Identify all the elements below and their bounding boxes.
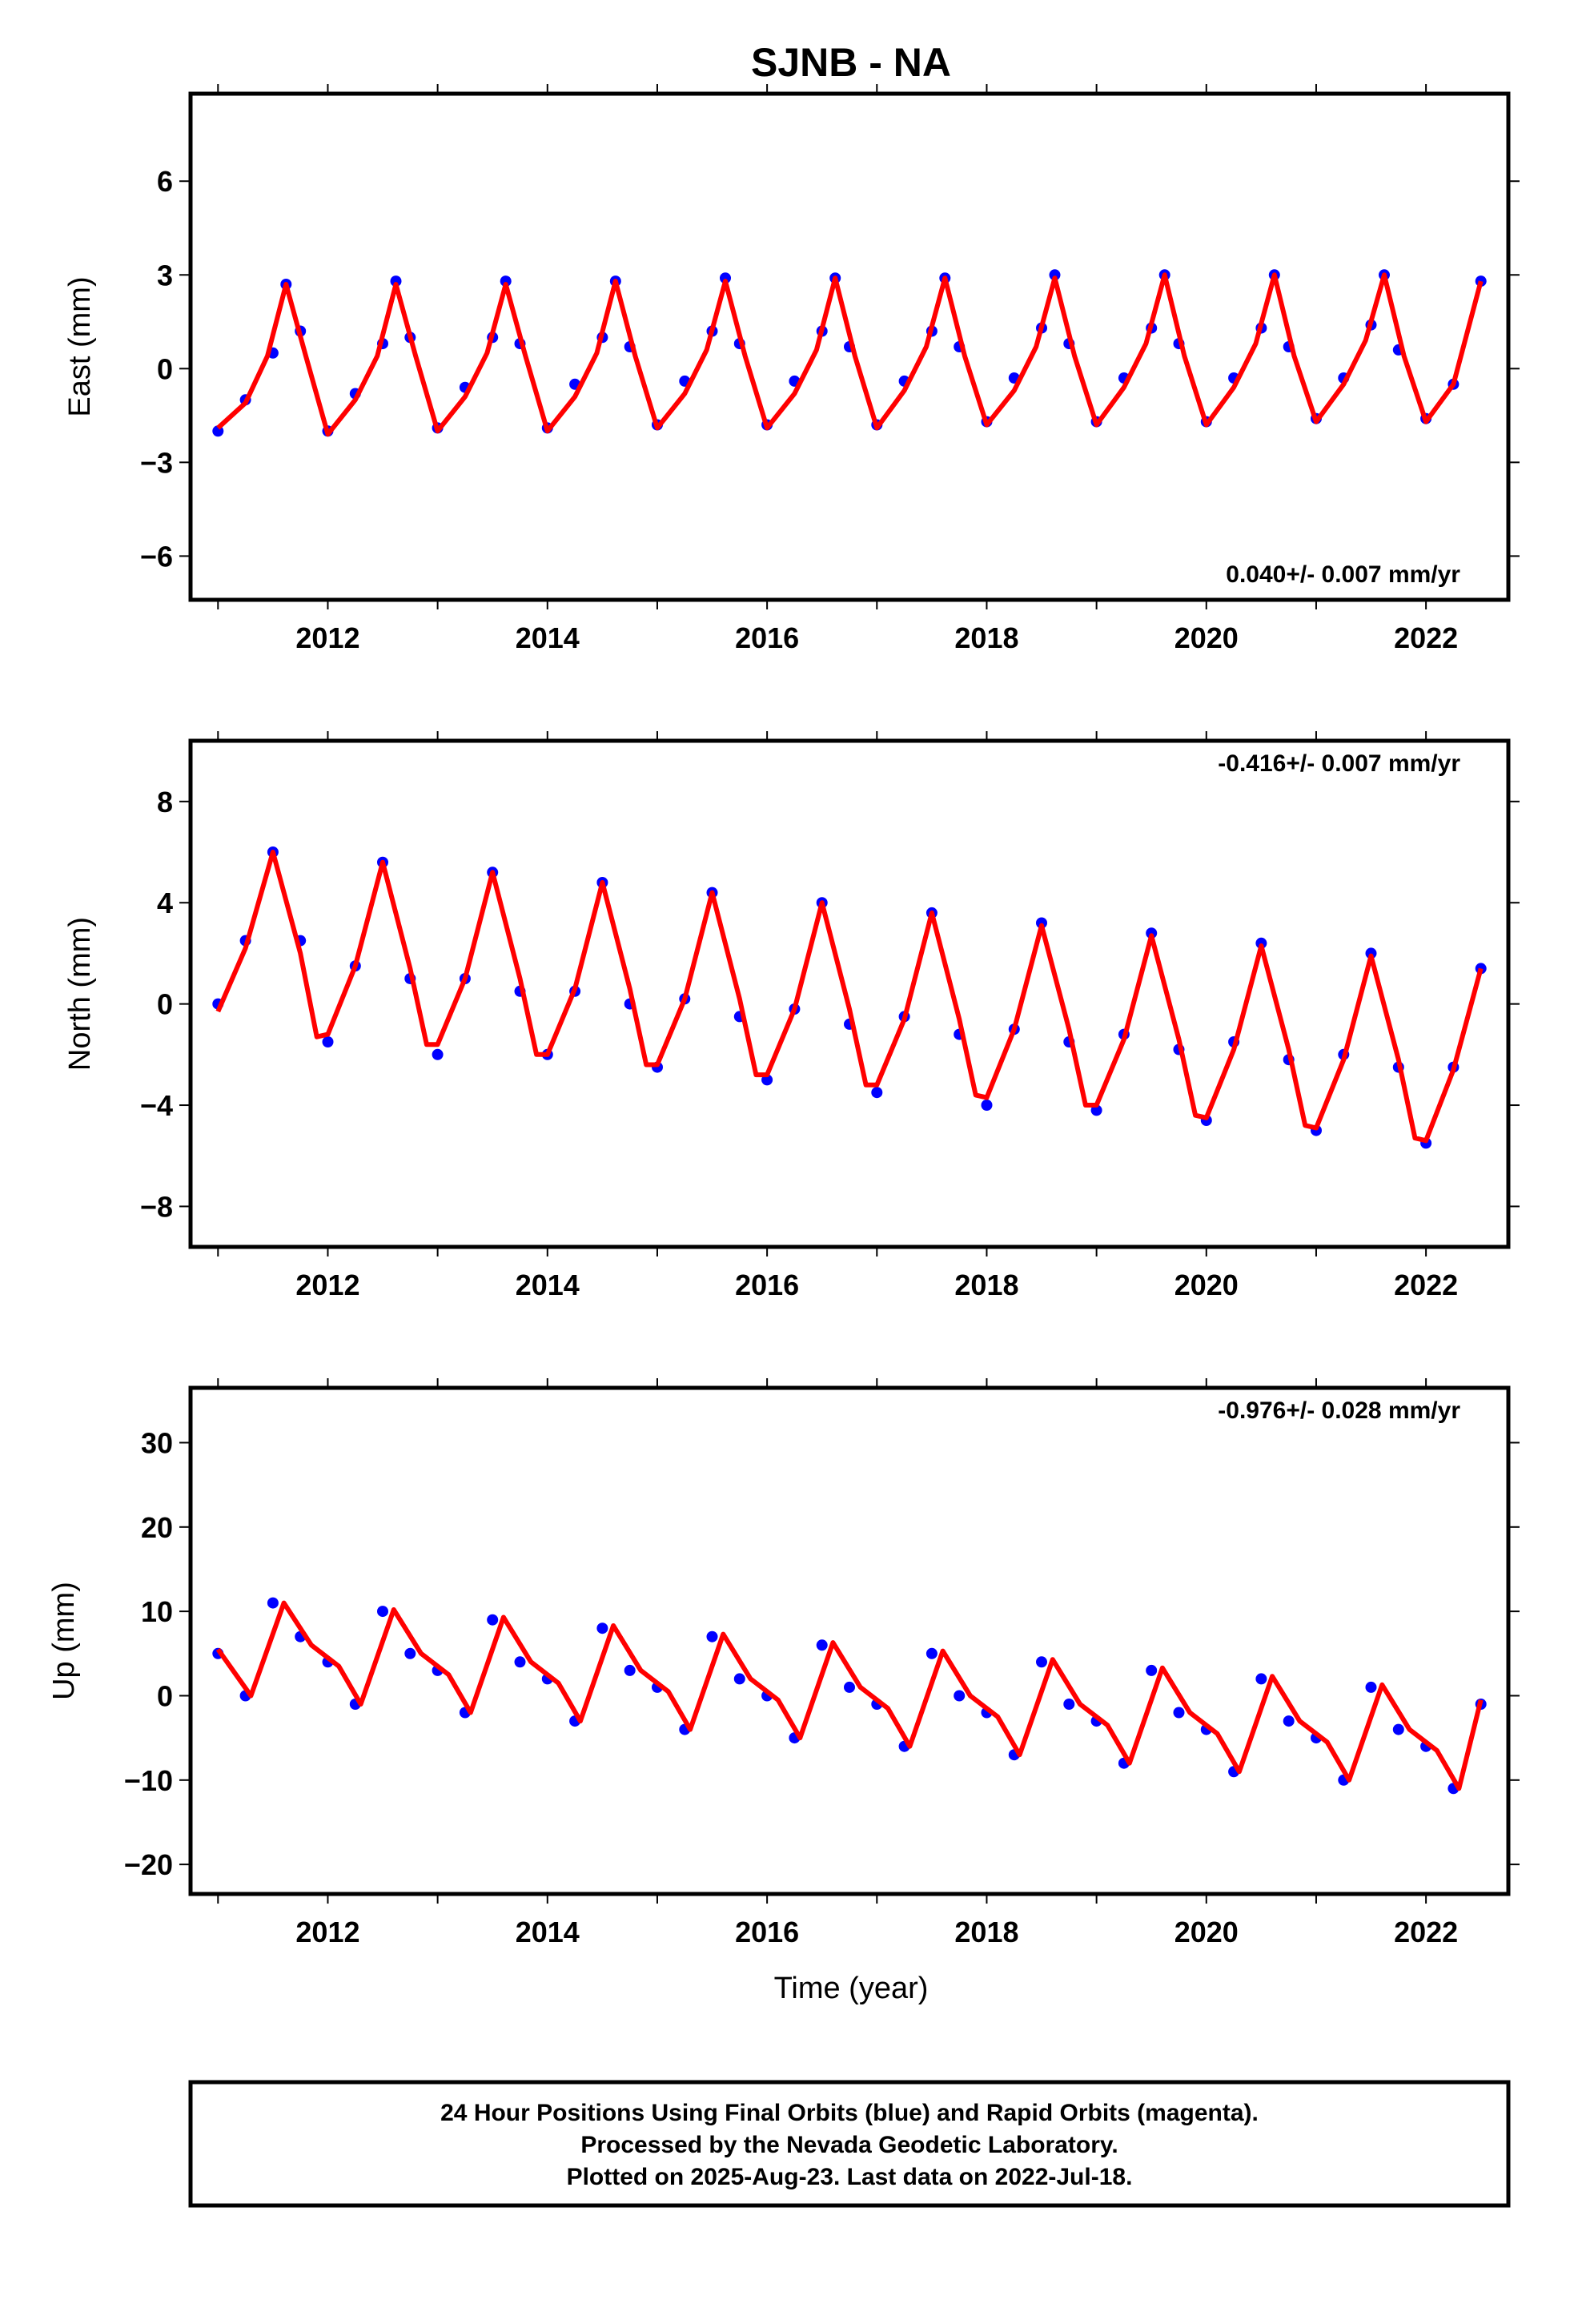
model-line: [215, 850, 1484, 1144]
data-point: [1036, 917, 1047, 929]
plot-frame: [188, 1385, 1511, 1896]
data-point: [267, 1597, 279, 1609]
y-axis-label: Up (mm): [47, 1582, 81, 1700]
rate-label: 0.040+/- 0.007 mm/yr: [1226, 561, 1460, 588]
x-tick-label: 2020: [1174, 621, 1239, 654]
model-line: [215, 1600, 1484, 1791]
data-point: [926, 1647, 938, 1659]
rate-label: -0.976+/- 0.028 mm/yr: [1218, 1397, 1460, 1424]
data-point: [1049, 269, 1061, 281]
data-point: [322, 1036, 334, 1047]
data-point: [404, 1647, 416, 1659]
data-point: [844, 1681, 855, 1693]
data-point: [1036, 1656, 1047, 1668]
data-point: [500, 275, 512, 287]
footer-frame: [188, 2080, 1511, 2208]
y-tick-label: 0: [157, 988, 173, 1021]
east-panel: 2012 2014 2016 2018 2020 2022 −6 −3 0 3 6 East (mm)…: [63, 84, 1520, 654]
data-point: [1392, 1723, 1404, 1735]
x-tick-label: 2014: [516, 1916, 580, 1948]
model-line: [216, 272, 1484, 437]
plot-frame: [188, 91, 1511, 602]
x-tick-label: 2022: [1394, 621, 1458, 654]
y-tick-label: −20: [124, 1848, 173, 1881]
data-point: [432, 1048, 444, 1060]
rate-label: -0.416+/- 0.007 mm/yr: [1218, 750, 1460, 777]
y-tick-label: 10: [141, 1595, 173, 1628]
y-tick-label: 0: [157, 352, 173, 385]
y-tick-label: 20: [141, 1511, 173, 1544]
data-point: [816, 1639, 828, 1651]
y-tick-label: 4: [157, 887, 173, 919]
x-tick-label: 2012: [295, 1269, 359, 1301]
data-point: [1146, 927, 1158, 939]
x-tick-label: 2018: [954, 1916, 1018, 1948]
data-point: [1365, 1681, 1377, 1693]
x-tick-label: 2016: [735, 1269, 799, 1301]
x-tick-label: 2020: [1174, 1269, 1239, 1301]
x-axis-label: Time (year): [774, 1972, 929, 2005]
x-tick-label: 2016: [735, 621, 799, 654]
data-point: [720, 272, 731, 284]
data-point: [596, 1622, 608, 1634]
y-tick-label: −3: [140, 446, 173, 479]
data-point: [377, 1606, 388, 1618]
x-tick-label: 2018: [954, 1269, 1018, 1301]
footer-line-1: 24 Hour Positions Using Final Orbits (bl…: [440, 2100, 1259, 2126]
x-tick-label: 2012: [295, 1916, 359, 1948]
data-point: [981, 1100, 993, 1111]
data-point: [1255, 1673, 1267, 1685]
data-point: [1255, 937, 1267, 949]
data-point: [1283, 1715, 1295, 1727]
footer-line-3: Plotted on 2025-Aug-23. Last data on 202…: [567, 2164, 1133, 2190]
data-point: [1365, 947, 1377, 959]
data-point: [954, 1690, 966, 1702]
data-point: [1173, 1707, 1185, 1719]
y-tick-label: 0: [157, 1679, 173, 1712]
data-point: [1063, 1699, 1075, 1710]
data-points: [212, 1597, 1487, 1795]
y-axis-label: North (mm): [63, 917, 97, 1071]
data-points: [212, 846, 1487, 1149]
data-point: [487, 1614, 499, 1626]
x-tick-label: 2014: [516, 621, 580, 654]
x-tick-label: 2012: [295, 621, 359, 654]
data-point: [871, 1087, 883, 1099]
data-point: [514, 1656, 526, 1668]
x-tick-label: 2014: [516, 1269, 580, 1301]
data-point: [390, 275, 402, 287]
y-tick-label: 30: [141, 1426, 173, 1459]
up-panel: 2012 2014 2016 2018 2020 2022 −20 −10 0 10 20 30 Up …: [47, 1378, 1520, 1948]
data-point: [1146, 1664, 1158, 1676]
y-tick-label: −4: [140, 1089, 173, 1122]
north-panel: 2012 2014 2016 2018 2020 2022 −8 −4 0 4 8 North (mm…: [63, 731, 1520, 1301]
y-tick-label: −10: [124, 1764, 173, 1797]
y-tick-label: 3: [157, 259, 173, 292]
y-tick-label: −8: [140, 1190, 173, 1223]
x-tick-label: 2020: [1174, 1916, 1239, 1948]
data-point: [624, 1664, 636, 1676]
data-point: [706, 1630, 718, 1642]
footer-box: 24 Hour Positions Using Final Orbits (bl…: [188, 2080, 1511, 2208]
x-tick-label: 2016: [735, 1916, 799, 1948]
x-tick-label: 2022: [1394, 1916, 1458, 1948]
y-axis-label: East (mm): [63, 276, 97, 416]
chart-title: SJNB - NA: [751, 40, 951, 85]
x-tick-label: 2018: [954, 621, 1018, 654]
footer-line-2: Processed by the Nevada Geodetic Laborat…: [580, 2132, 1118, 2158]
plot-frame: [188, 738, 1511, 1249]
x-tick-label: 2022: [1394, 1269, 1458, 1301]
y-tick-label: 8: [157, 786, 173, 818]
data-point: [733, 1673, 745, 1685]
y-tick-label: −6: [140, 540, 173, 573]
y-tick-label: 6: [157, 165, 173, 198]
